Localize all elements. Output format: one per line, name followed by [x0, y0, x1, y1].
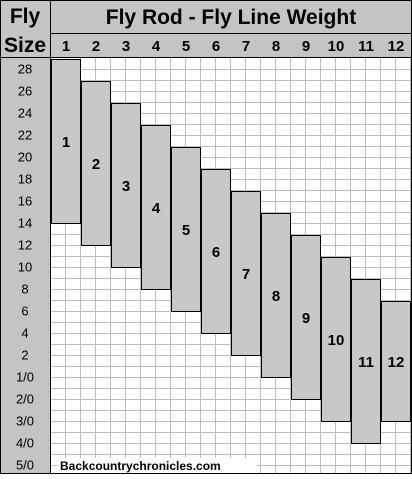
x-category-label: 8 — [272, 38, 280, 55]
y-tick-label: 22 — [18, 128, 32, 143]
x-category-label: 10 — [328, 38, 345, 55]
bar-label: 1 — [62, 134, 70, 151]
bar-label: 8 — [272, 288, 280, 305]
x-category-label: 4 — [152, 38, 161, 55]
y-tick-label: 2 — [21, 348, 28, 363]
y-tick-label: 4/0 — [16, 436, 34, 451]
y-tick-label: 18 — [18, 172, 32, 187]
bar-label: 2 — [92, 156, 100, 173]
x-category-label: 6 — [212, 38, 220, 55]
y-tick-label: 10 — [18, 260, 32, 275]
y-tick-label: 16 — [18, 194, 32, 209]
y-tick-label: 12 — [18, 238, 32, 253]
y-tick-label: 2/0 — [16, 392, 34, 407]
y-tick-label: 24 — [18, 106, 32, 121]
y-tick-label: 14 — [18, 216, 32, 231]
chart-title: Fly Rod - Fly Line Weight — [106, 6, 356, 29]
x-category-label: 5 — [182, 38, 190, 55]
bar-label: 3 — [122, 178, 130, 195]
y-axis-title-line1: Fly — [10, 5, 41, 28]
bar-label: 7 — [242, 266, 250, 283]
x-category-label: 11 — [358, 38, 374, 55]
bar-label: 6 — [212, 244, 220, 261]
x-category-label: 9 — [302, 38, 310, 55]
y-tick-label: 4 — [21, 326, 28, 341]
x-category-label: 1 — [62, 38, 70, 55]
bar-label: 10 — [328, 332, 345, 349]
y-tick-label: 28 — [18, 62, 32, 77]
x-category-label: 12 — [388, 38, 405, 55]
bar-label: 4 — [152, 200, 161, 217]
y-tick-label: 20 — [18, 150, 32, 165]
y-axis-title-line2: Size — [4, 34, 46, 57]
bar-label: 9 — [302, 310, 310, 327]
footer-credit: Backcountrychronicles.com — [60, 459, 221, 473]
bar-label: 5 — [182, 222, 190, 239]
x-category-label: 7 — [242, 38, 250, 55]
y-tick-label: 8 — [21, 282, 28, 297]
x-category-label: 2 — [92, 38, 100, 55]
bar-label: 12 — [388, 354, 405, 371]
y-tick-label: 3/0 — [16, 414, 34, 429]
x-category-label: 3 — [122, 38, 130, 55]
y-tick-label: 1/0 — [16, 370, 34, 385]
bar-label: 11 — [358, 354, 374, 371]
y-tick-label: 5/0 — [16, 458, 34, 473]
y-tick-label: 6 — [21, 304, 28, 319]
y-tick-label: 26 — [18, 84, 32, 99]
